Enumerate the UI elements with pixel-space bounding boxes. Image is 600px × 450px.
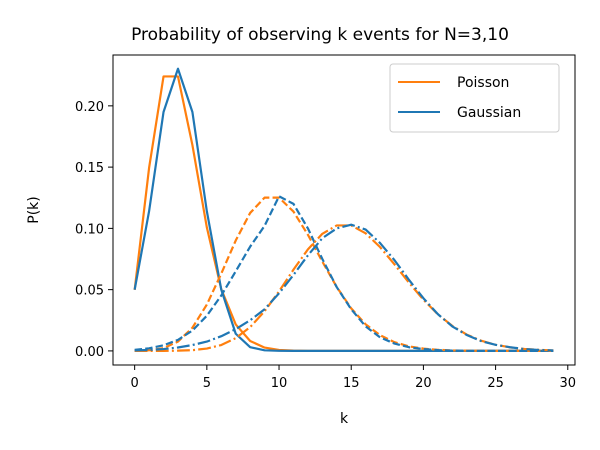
legend: Poisson Gaussian: [389, 63, 560, 133]
series-line-gaussian-dashdot: [134, 223, 554, 352]
x-tick-label: 20: [415, 376, 432, 391]
y-tick-label: 0.05: [75, 284, 104, 299]
y-axis-ticks: 0.00 0.05 0.10 0.15 0.20: [75, 100, 113, 360]
y-tick-label: 0.15: [75, 161, 104, 176]
x-tick-label: 25: [487, 376, 504, 391]
legend-label-poisson: Poisson: [457, 75, 509, 91]
y-axis-label: P(k): [26, 196, 42, 223]
y-tick-label: 0.10: [75, 222, 104, 237]
legend-label-gaussian: Gaussian: [457, 105, 521, 121]
y-tick-label: 0.20: [75, 100, 104, 115]
x-tick-label: 10: [271, 376, 288, 391]
x-tick-label: 15: [343, 376, 360, 391]
x-tick-label: 0: [131, 376, 139, 391]
x-tick-label: 30: [560, 376, 577, 391]
x-axis-ticks: 0 5 10 15 20 25 30: [131, 365, 577, 391]
plot-lines: [133, 67, 554, 353]
x-tick-label: 5: [203, 376, 211, 391]
series-line-poisson-dashdot: [134, 224, 554, 353]
plot-frame: [112, 54, 576, 366]
x-axis-label: k: [340, 411, 349, 427]
series-line-poisson-dashed: [134, 196, 554, 353]
y-tick-label: 0.00: [75, 345, 104, 360]
chart-title: Probability of observing k events for N=…: [131, 25, 509, 45]
series-line-gaussian-dashed: [134, 195, 554, 353]
